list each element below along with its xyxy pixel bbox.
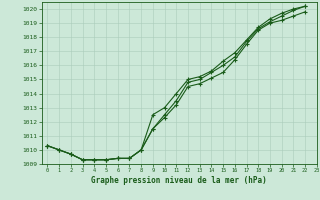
X-axis label: Graphe pression niveau de la mer (hPa): Graphe pression niveau de la mer (hPa)	[91, 176, 267, 185]
